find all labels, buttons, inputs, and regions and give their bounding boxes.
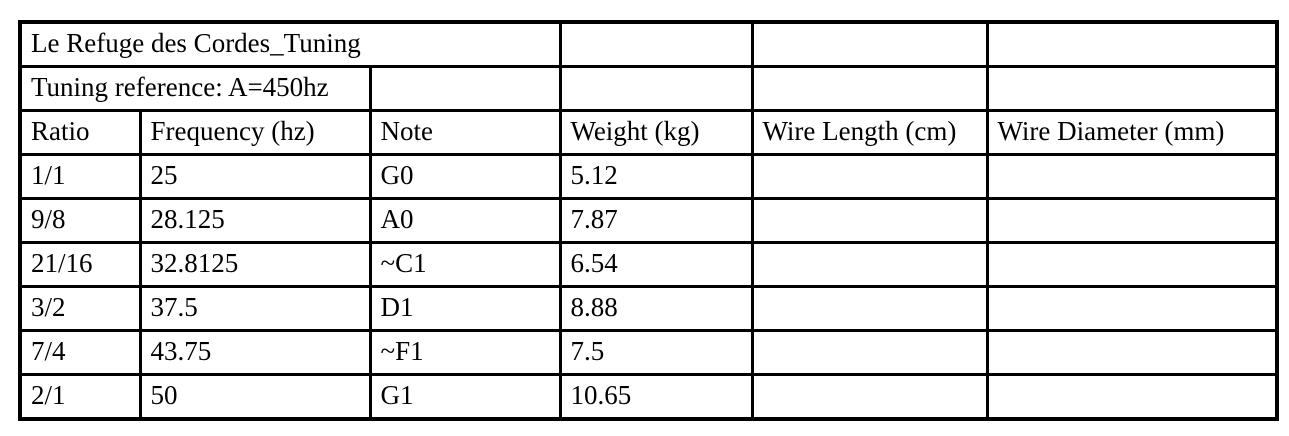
column-header-wire-diameter: Wire Diameter (mm) <box>985 109 1279 156</box>
column-header-note: Note <box>368 109 562 156</box>
column-header-ratio: Ratio <box>18 109 142 156</box>
empty-cell <box>558 20 754 68</box>
note-cell: A0 <box>368 197 562 244</box>
wire-length-cell <box>750 373 989 421</box>
table-title-cell: Le Refuge des Cordes_Tuning <box>18 20 562 68</box>
weight-cell: 8.88 <box>558 285 754 332</box>
column-header-wire-length: Wire Length (cm) <box>750 109 989 156</box>
empty-cell <box>750 65 989 112</box>
frequency-cell: 32.8125 <box>138 241 372 288</box>
frequency-cell: 43.75 <box>138 329 372 376</box>
wire-length-cell <box>750 241 989 288</box>
column-header-frequency: Frequency (hz) <box>138 109 372 156</box>
note-cell: ~C1 <box>368 241 562 288</box>
weight-cell: 7.5 <box>558 329 754 376</box>
frequency-cell: 25 <box>138 153 372 200</box>
note-cell: ~F1 <box>368 329 562 376</box>
table-row: 7/4 43.75 ~F1 7.5 <box>18 329 1279 376</box>
empty-cell <box>368 65 562 112</box>
frequency-cell: 50 <box>138 373 372 421</box>
tuning-table: Le Refuge des Cordes_Tuning Tuning refer… <box>18 20 1279 421</box>
empty-cell <box>750 20 989 68</box>
ratio-cell: 9/8 <box>18 197 142 244</box>
ratio-cell: 7/4 <box>18 329 142 376</box>
column-header-weight: Weight (kg) <box>558 109 754 156</box>
wire-length-cell <box>750 285 989 332</box>
note-cell: G1 <box>368 373 562 421</box>
table-title-row: Le Refuge des Cordes_Tuning <box>18 20 1279 68</box>
ratio-cell: 2/1 <box>18 373 142 421</box>
frequency-cell: 37.5 <box>138 285 372 332</box>
frequency-cell: 28.125 <box>138 197 372 244</box>
wire-diameter-cell <box>985 373 1279 421</box>
table-row: 1/1 25 G0 5.12 <box>18 153 1279 200</box>
wire-diameter-cell <box>985 329 1279 376</box>
table-row: 2/1 50 G1 10.65 <box>18 373 1279 421</box>
note-cell: D1 <box>368 285 562 332</box>
wire-length-cell <box>750 329 989 376</box>
wire-diameter-cell <box>985 153 1279 200</box>
weight-cell: 5.12 <box>558 153 754 200</box>
table-row: 3/2 37.5 D1 8.88 <box>18 285 1279 332</box>
weight-cell: 6.54 <box>558 241 754 288</box>
weight-cell: 7.87 <box>558 197 754 244</box>
wire-diameter-cell <box>985 197 1279 244</box>
wire-length-cell <box>750 153 989 200</box>
empty-cell <box>985 20 1279 68</box>
wire-diameter-cell <box>985 285 1279 332</box>
table-row: 21/16 32.8125 ~C1 6.54 <box>18 241 1279 288</box>
ratio-cell: 3/2 <box>18 285 142 332</box>
note-cell: G0 <box>368 153 562 200</box>
tuning-reference-cell: Tuning reference: A=450hz <box>18 65 372 112</box>
ratio-cell: 21/16 <box>18 241 142 288</box>
header-row: Ratio Frequency (hz) Note Weight (kg) Wi… <box>18 109 1279 156</box>
tuning-reference-row: Tuning reference: A=450hz <box>18 65 1279 112</box>
wire-length-cell <box>750 197 989 244</box>
weight-cell: 10.65 <box>558 373 754 421</box>
wire-diameter-cell <box>985 241 1279 288</box>
empty-cell <box>985 65 1279 112</box>
empty-cell <box>558 65 754 112</box>
ratio-cell: 1/1 <box>18 153 142 200</box>
table-row: 9/8 28.125 A0 7.87 <box>18 197 1279 244</box>
